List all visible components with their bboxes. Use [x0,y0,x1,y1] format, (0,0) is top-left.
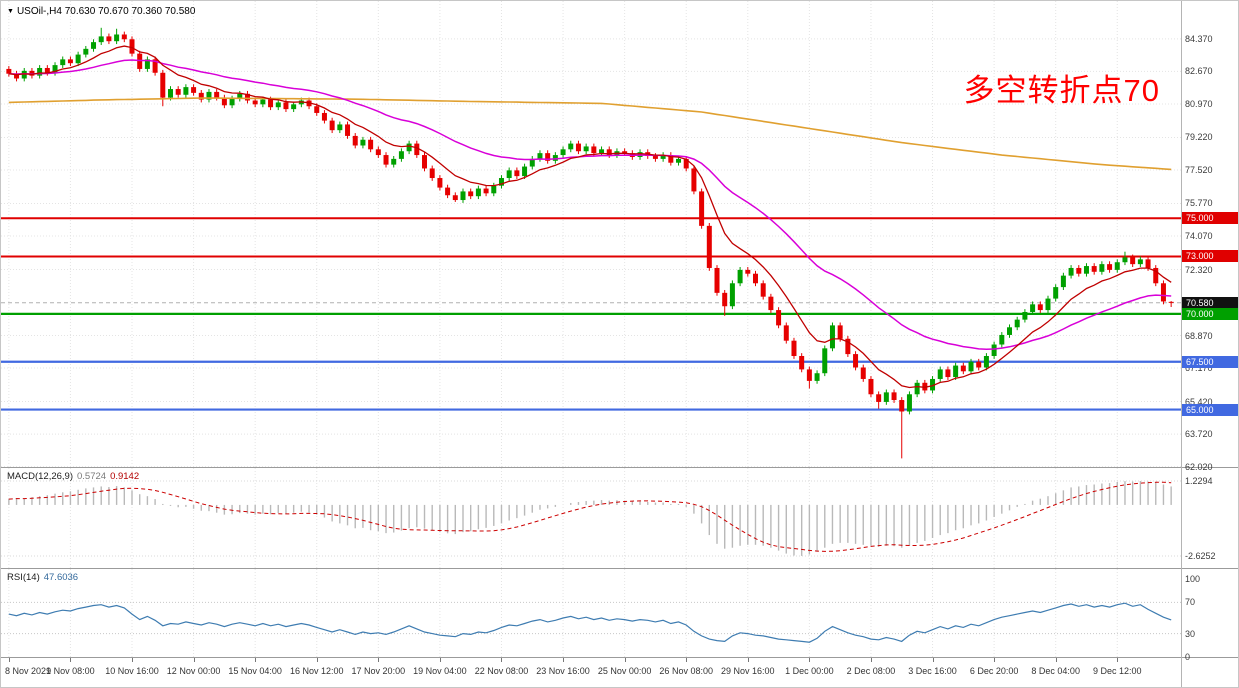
price-tag: 67.500 [1182,355,1238,368]
rsi-canvas[interactable] [1,569,1181,657]
symbol-title: ▼ USOil-,H4 70.630 70.670 70.360 70.580 [7,6,195,17]
price-grid-label: 68.870 [1185,330,1213,341]
collapse-triangle-icon[interactable]: ▼ [7,8,14,15]
price-tag: 70.580 [1182,296,1238,309]
rsi-label-name: RSI(14) [7,572,40,583]
time-label: 17 Nov 20:00 [351,666,406,676]
macd-label: MACD(12,26,9) 0.5724 0.9142 [7,471,139,482]
time-tick [1055,658,1057,662]
rsi-grid-label: 70 [1185,597,1196,608]
panel-divider[interactable] [1,657,1238,658]
time-label: 12 Nov 00:00 [166,666,221,676]
price-grid-label: 84.370 [1185,33,1213,44]
time-tick [501,658,503,662]
time-label: 9 Dec 12:00 [1092,666,1142,676]
time-label: 15 Nov 04:00 [228,666,282,676]
time-tick [132,658,133,662]
macd-canvas[interactable] [1,468,1181,568]
rsi-grid-label: 100 [1185,574,1201,584]
price-grid-label: 67.170 [1185,363,1213,374]
macd-grid-label: 1.2294 [1185,476,1213,486]
time-tick [193,658,195,662]
price-grid-label: 80.970 [1185,98,1213,109]
time-tick [994,658,996,662]
macd-signal-value: 0.9142 [110,471,140,482]
time-tick [624,658,626,662]
time-tick [932,658,934,662]
macd-label-name: MACD(12,26,9) [7,471,73,482]
price-tag: 75.000 [1182,212,1238,225]
price-chart-canvas[interactable] [1,1,1181,467]
time-tick [563,658,565,662]
price-grid-label: 62.020 [1185,461,1213,472]
time-label: 16 Nov 12:00 [289,666,344,676]
price-grid-label: 75.770 [1185,198,1213,209]
macd-axis[interactable]: 1.2294 -2.6252 [1182,468,1238,568]
time-tick [439,658,441,662]
price-grid-label: 74.070 [1185,231,1213,241]
axis-divider [1181,1,1182,687]
time-label: 6 Dec 20:00 [969,666,1019,676]
time-label: 19 Nov 04:00 [413,666,467,676]
rsi-axis[interactable]: 100 70 30 0 [1182,569,1238,662]
price-grid-label: 82.670 [1185,66,1213,77]
symbol-title-text: USOil-,H4 70.630 70.670 70.360 70.580 [16,6,196,17]
time-tick [70,658,72,662]
time-tick [8,658,10,662]
price-axis[interactable]: 84.370 82.670 80.970 79.220 77.520 75.770 74.0… [1182,1,1238,472]
panel-divider[interactable] [1,467,1238,468]
time-label: 8 Dec 04:00 [1031,666,1080,676]
time-label: 25 Nov 00:00 [597,666,652,676]
price-grid-label: 77.520 [1185,164,1213,175]
time-label: 2 Dec 08:00 [846,666,896,676]
price-grid-label: 79.220 [1185,132,1213,143]
price-tag: 70.000 [1182,307,1238,320]
time-label: 8 Nov 2021 [5,666,52,676]
time-label: 22 Nov 08:00 [474,666,529,676]
rsi-label: RSI(14) 47.6036 [7,572,78,583]
time-tick [378,658,380,662]
time-tick [1117,658,1119,662]
price-grid-label: 63.720 [1185,429,1213,440]
rsi-value: 47.6036 [43,572,79,583]
time-label: 10 Nov 16:00 [105,666,159,676]
macd-main-value: 0.5724 [77,471,107,482]
time-tick [809,658,811,662]
rsi-grid-label: 30 [1185,628,1196,639]
time-label: 29 Nov 16:00 [721,666,775,676]
time-tick [870,658,872,662]
price-grid-label: 65.420 [1185,396,1213,407]
time-label: 23 Nov 16:00 [536,666,590,676]
price-grid-label: 72.320 [1185,264,1213,275]
time-tick [747,658,749,662]
price-tag: 73.000 [1182,250,1238,263]
time-label: 9 Nov 08:00 [46,666,95,676]
time-label: 26 Nov 08:00 [659,666,713,676]
price-tag: 65.000 [1182,403,1238,416]
time-tick [255,658,257,662]
time-axis[interactable]: 8 Nov 2021 9 Nov 08:00 10 Nov 16:00 12 Nov … [1,658,1238,687]
time-tick [316,658,318,662]
time-label: 1 Dec 00:00 [785,666,834,676]
time-tick [686,658,688,662]
rsi-grid-label: 0 [1185,652,1191,662]
macd-grid-label: -2.6252 [1185,551,1216,561]
time-label: 3 Dec 16:00 [908,666,957,676]
annotation-text: 多空转折点70 [963,73,1160,108]
panel-divider[interactable] [1,568,1238,569]
